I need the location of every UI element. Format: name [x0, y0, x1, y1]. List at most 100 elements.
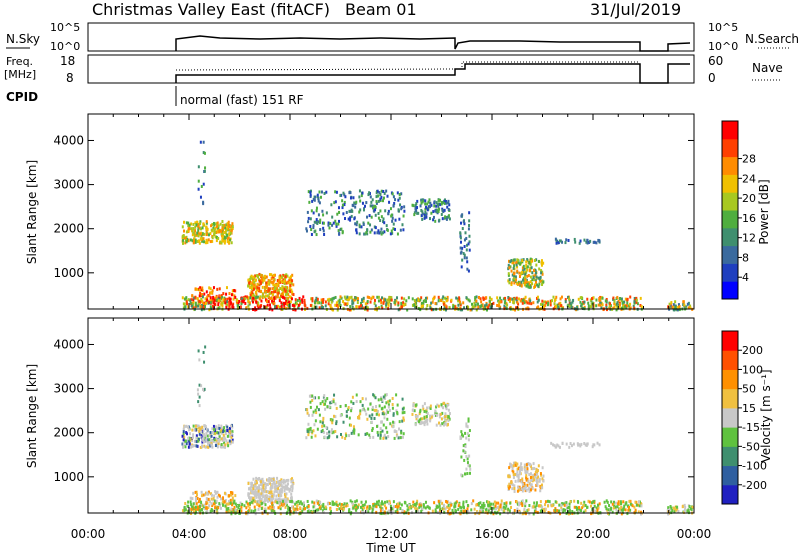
echo-point: [186, 504, 189, 508]
echo-point: [254, 306, 257, 310]
echo-point: [191, 435, 194, 439]
echo-point: [392, 500, 395, 504]
echo-point: [273, 296, 276, 300]
echo-point: [197, 179, 200, 183]
echo-point: [401, 419, 404, 423]
echo-point: [252, 496, 255, 500]
echo-point: [446, 422, 449, 426]
echo-point: [256, 286, 259, 290]
echo-point: [413, 213, 416, 217]
echo-point: [395, 299, 398, 303]
echo-point: [338, 298, 341, 302]
echo-point: [425, 215, 428, 219]
echo-point: [510, 464, 513, 468]
echo-point: [340, 503, 343, 507]
echo-point: [417, 211, 420, 215]
echo-point: [331, 431, 334, 435]
echo-point: [568, 445, 571, 449]
echo-point: [255, 479, 258, 483]
echo-point: [355, 296, 358, 300]
echo-point: [393, 421, 396, 425]
echo-point: [284, 484, 287, 488]
echo-point: [206, 227, 209, 231]
echo-point: [536, 300, 539, 304]
echo-point: [411, 505, 414, 509]
echo-point: [589, 298, 592, 302]
echo-point: [454, 509, 457, 513]
echo-point: [381, 231, 384, 235]
echo-point: [196, 287, 199, 291]
echo-point: [525, 284, 528, 288]
echo-point: [198, 226, 201, 230]
echo-point: [583, 238, 586, 242]
echo-point: [517, 302, 520, 306]
echo-point: [293, 304, 296, 308]
echo-point: [468, 429, 471, 433]
echo-point: [612, 506, 615, 510]
echo-point: [255, 490, 258, 494]
echo-point: [239, 501, 242, 505]
echo-point: [354, 222, 357, 226]
echo-point: [514, 463, 517, 467]
echo-point: [541, 279, 544, 283]
echo-point: [516, 300, 519, 304]
echo-point: [267, 498, 270, 502]
echo-point: [377, 212, 380, 216]
echo-point: [280, 494, 283, 498]
echo-point: [190, 503, 193, 507]
date-label: 31/Jul/2019: [590, 0, 681, 19]
echo-point: [522, 281, 525, 285]
echo-point: [403, 410, 406, 414]
echo-point: [321, 221, 324, 225]
echo-point: [460, 509, 463, 513]
echo-point: [364, 432, 367, 436]
echo-point: [231, 425, 234, 429]
echo-point: [275, 306, 278, 310]
echo-point: [341, 435, 344, 439]
echo-point: [274, 500, 277, 504]
echo-point: [217, 424, 220, 428]
echo-point: [611, 510, 614, 514]
echo-point: [474, 512, 477, 516]
echo-point: [274, 305, 277, 309]
echo-point: [209, 296, 212, 300]
echo-point: [354, 500, 357, 504]
echo-point: [374, 213, 377, 217]
echo-point: [461, 474, 464, 478]
echo-point: [284, 501, 287, 505]
echo-point: [471, 302, 474, 306]
echo-point: [287, 281, 290, 285]
echo-point: [392, 425, 395, 429]
echo-point: [371, 405, 374, 409]
echo-point: [440, 212, 443, 216]
echo-point: [579, 239, 582, 243]
echo-point: [331, 297, 334, 301]
echo-point: [187, 221, 190, 225]
echo-point: [258, 297, 261, 301]
echo-point: [314, 396, 317, 400]
echo-point: [251, 497, 254, 501]
echo-point: [620, 505, 623, 509]
echo-point: [580, 442, 583, 446]
colorbar-segment: [722, 388, 738, 409]
echo-point: [391, 219, 394, 223]
echo-point: [556, 509, 559, 513]
echo-point: [208, 300, 211, 304]
echo-point: [690, 508, 693, 512]
echo-point: [539, 484, 542, 488]
echo-point: [279, 274, 282, 278]
echo-point: [512, 461, 515, 465]
echo-point: [535, 280, 538, 284]
echo-point: [248, 301, 251, 305]
echo-point: [347, 407, 350, 411]
echo-point: [218, 230, 221, 234]
echo-point: [266, 300, 269, 304]
echo-point: [439, 423, 442, 427]
echo-point: [504, 296, 507, 300]
colorbar-segment: [722, 484, 738, 505]
echo-point: [565, 238, 568, 242]
echo-point: [197, 165, 200, 169]
echo-point: [438, 501, 441, 505]
echo-point: [389, 504, 392, 508]
echo-point: [262, 480, 265, 484]
